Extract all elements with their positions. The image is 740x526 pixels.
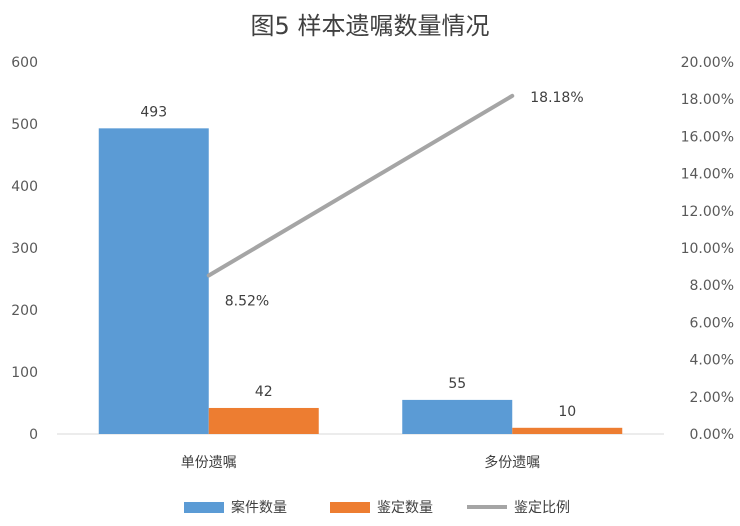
legend-label: 鉴定比例 [514, 500, 570, 516]
left-axis-tick-label: 0 [29, 427, 38, 443]
left-axis: 0 100 200 300 400 500 600 [11, 55, 38, 443]
right-axis-tick-label: 4.00% [690, 353, 734, 369]
right-axis-tick-label: 8.00% [690, 278, 734, 294]
bar-appraisal-count [208, 407, 319, 434]
line-appraisal-ratio [206, 93, 515, 278]
bar-case-count [98, 128, 209, 434]
category-label: 多份遗嘱 [484, 454, 540, 471]
right-axis-tick-label: 20.00% [681, 55, 734, 71]
line-data-label: 8.52% [225, 294, 269, 310]
line-data-label: 18.18% [530, 90, 583, 106]
legend: 案件数量 鉴定数量 鉴定比例 [184, 499, 570, 516]
left-axis-tick-label: 400 [11, 179, 38, 195]
legend-label: 鉴定数量 [377, 500, 433, 516]
legend-swatch [330, 502, 370, 513]
bar-case-count [402, 399, 513, 434]
left-axis-tick-label: 600 [11, 55, 38, 71]
right-axis-tick-label: 10.00% [681, 241, 734, 257]
left-axis-tick-label: 500 [11, 117, 38, 133]
bar-data-label: 42 [255, 384, 273, 400]
chart-title: 图5 样本遗嘱数量情况 [251, 12, 490, 40]
bars: 493 55 42 10 [98, 104, 623, 434]
right-axis-tick-label: 16.00% [681, 129, 734, 145]
line-series: 8.52% 18.18% [206, 90, 584, 310]
right-axis-tick-label: 6.00% [690, 315, 734, 331]
left-axis-tick-label: 300 [11, 241, 38, 257]
right-axis-tick-label: 2.00% [690, 390, 734, 406]
category-label: 单份遗嘱 [181, 455, 237, 471]
left-axis-tick-label: 200 [11, 303, 38, 319]
right-axis-tick-label: 14.00% [681, 167, 734, 183]
right-axis: 0.00% 2.00% 4.00% 6.00% 8.00% 10.00% 12.00% 14.… [681, 55, 734, 443]
right-axis-tick-label: 18.00% [681, 92, 734, 108]
bar-data-label: 10 [558, 404, 576, 420]
right-axis-tick-label: 0.00% [690, 427, 734, 443]
bar-data-label: 493 [140, 104, 167, 120]
left-axis-tick-label: 100 [11, 365, 38, 381]
legend-swatch [184, 502, 224, 513]
bar-data-label: 55 [448, 376, 466, 392]
category-labels: 单份遗嘱 多份遗嘱 [181, 454, 541, 471]
legend-label: 案件数量 [231, 499, 287, 516]
bar-appraisal-count [512, 427, 623, 434]
right-axis-tick-label: 12.00% [681, 204, 734, 220]
